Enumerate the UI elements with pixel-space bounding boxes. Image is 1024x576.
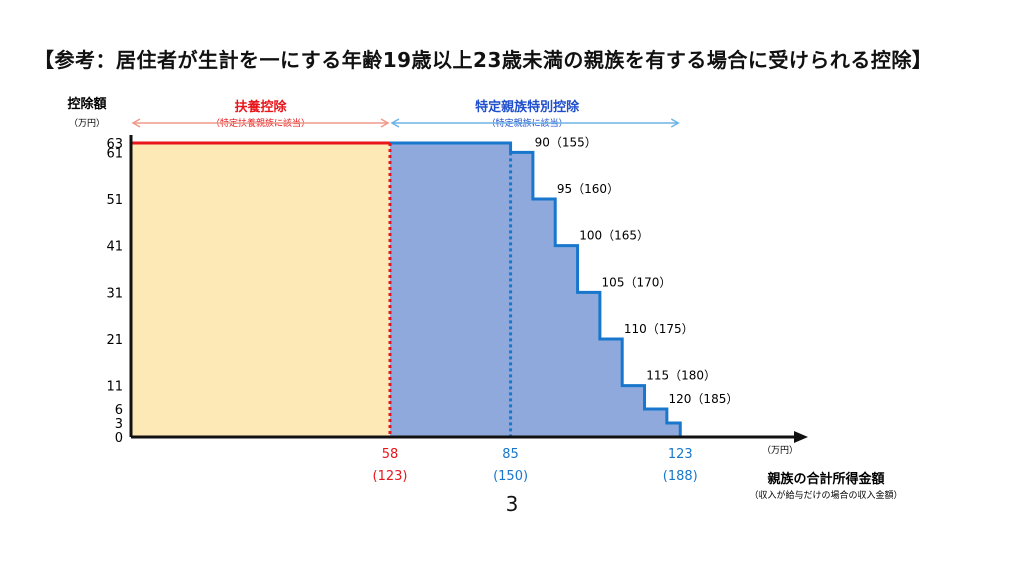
x-axis-unit: （万円） — [762, 445, 798, 456]
x-axis-arrowhead — [794, 431, 808, 443]
y-axis-label: 控除額 — [67, 96, 106, 112]
tokutei-area — [390, 143, 681, 437]
y-tick-label: 51 — [106, 193, 123, 208]
y-tick-label: 21 — [106, 333, 123, 348]
tokutei-step-line — [390, 141, 717, 439]
x-axis-note: （収入が給与だけの場合の収入金額） — [749, 489, 902, 501]
step-label: 105（170） — [602, 275, 672, 289]
y-tick-label: 11 — [106, 380, 123, 395]
y-axis-unit: （万円） — [69, 118, 105, 129]
step-label: 120（185） — [669, 392, 739, 406]
step-label: 95（160） — [557, 182, 619, 196]
y-tick-label: 41 — [106, 240, 123, 255]
range-arrowhead-left — [390, 118, 400, 128]
range-label: 扶養控除 — [234, 99, 287, 115]
x-axis-label: 親族の合計所得金額 — [767, 471, 884, 487]
x-tick-label: 85 — [502, 447, 519, 462]
page-number: 3 — [505, 492, 519, 516]
step-label: 110（175） — [624, 322, 694, 336]
x-tick-sublabel: (150) — [493, 469, 528, 484]
range-arrowhead-right — [670, 118, 680, 128]
range-arrowhead-right — [380, 118, 390, 128]
page-title: 【参考：居住者が生計を一にする年齢19歳以上23歳未満の親族を有する場合に受けら… — [34, 48, 933, 72]
step-label: 115（180） — [646, 369, 716, 383]
x-tick-sublabel: (123) — [373, 469, 408, 484]
y-tick-label: 6 — [115, 403, 123, 418]
step-label: 100（165） — [579, 229, 649, 243]
x-tick-label: 58 — [382, 447, 399, 462]
y-tick-label: 31 — [106, 286, 123, 301]
y-tick-label: 63 — [106, 137, 123, 152]
step-label: 90（155） — [535, 135, 597, 149]
fuyo-area — [131, 143, 390, 437]
y-tick-label: 0 — [115, 431, 123, 446]
range-label: 特定親族特別控除 — [475, 99, 580, 115]
y-tick-label: 61 — [106, 146, 123, 161]
x-tick-label: 123 — [668, 447, 693, 462]
range-arrowhead-left — [131, 118, 141, 128]
x-tick-sublabel: (188) — [663, 469, 698, 484]
y-tick-label: 3 — [115, 417, 123, 432]
